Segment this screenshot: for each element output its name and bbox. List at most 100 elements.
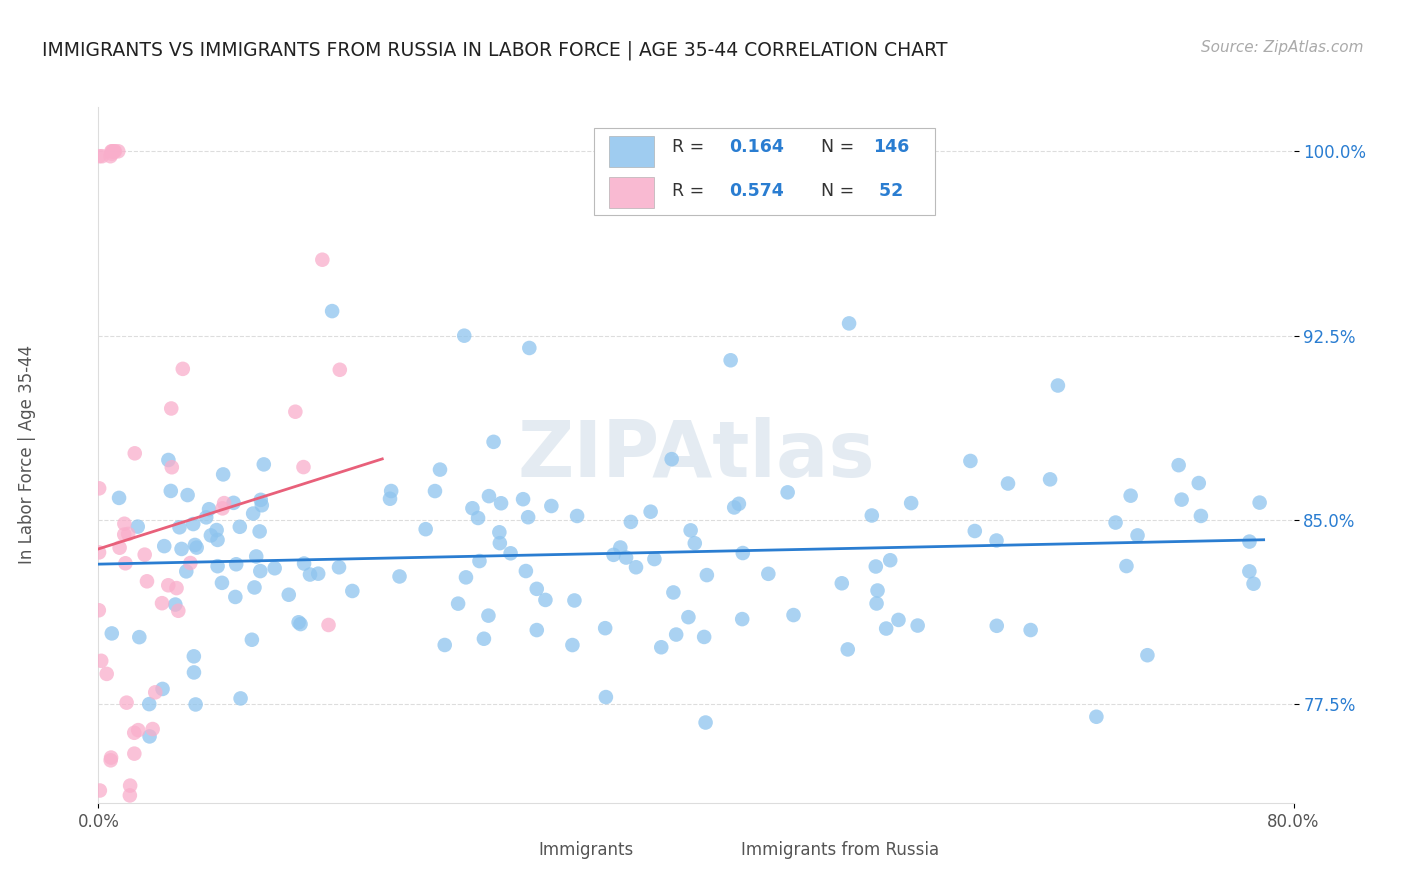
Point	[515, 564, 537, 578]
Point	[103, 145, 125, 159]
Point	[415, 522, 437, 536]
Point	[1115, 559, 1137, 574]
Point	[150, 596, 173, 610]
Point	[1046, 378, 1069, 392]
Point	[865, 559, 887, 574]
Point	[136, 574, 159, 589]
Point	[731, 546, 754, 560]
Point	[433, 638, 456, 652]
Point	[620, 515, 643, 529]
Point	[249, 492, 271, 507]
Point	[489, 536, 512, 550]
Point	[184, 698, 207, 712]
Point	[1239, 534, 1261, 549]
Point	[907, 618, 929, 632]
Point	[756, 566, 779, 581]
Point	[328, 560, 350, 574]
Point	[650, 640, 672, 655]
Point	[388, 569, 411, 583]
Text: ZIPAtlas: ZIPAtlas	[517, 417, 875, 493]
Point	[624, 560, 647, 574]
Point	[212, 496, 235, 510]
Point	[695, 715, 717, 730]
Point	[512, 492, 534, 507]
Point	[176, 488, 198, 502]
Point	[342, 584, 364, 599]
Point	[447, 597, 470, 611]
Point	[1188, 476, 1211, 491]
Text: Source: ZipAtlas.com: Source: ZipAtlas.com	[1201, 40, 1364, 55]
Point	[108, 541, 131, 555]
Point	[153, 539, 176, 553]
Point	[170, 541, 193, 556]
Point	[782, 608, 804, 623]
Point	[200, 528, 222, 542]
Point	[198, 502, 221, 516]
Point	[87, 603, 110, 617]
Point	[124, 446, 146, 460]
Point	[142, 722, 165, 736]
Point	[986, 619, 1008, 633]
Point	[423, 484, 446, 499]
Point	[122, 726, 145, 740]
Point	[89, 783, 111, 797]
Point	[1104, 516, 1126, 530]
Point	[174, 565, 197, 579]
Point	[229, 520, 252, 534]
Point	[243, 581, 266, 595]
Point	[329, 363, 352, 377]
Point	[678, 610, 700, 624]
Point	[160, 401, 183, 416]
Point	[540, 499, 562, 513]
Point	[91, 149, 114, 163]
Point	[665, 627, 688, 641]
Point	[263, 561, 285, 575]
Point	[683, 536, 706, 550]
Point	[1170, 492, 1192, 507]
Point	[94, 847, 117, 861]
Point	[643, 552, 665, 566]
Point	[696, 568, 718, 582]
Point	[157, 453, 180, 467]
Point	[1243, 576, 1265, 591]
Point	[900, 496, 922, 510]
Point	[693, 630, 716, 644]
Point	[108, 491, 131, 505]
Point	[595, 690, 617, 704]
Point	[499, 546, 522, 560]
Point	[242, 507, 264, 521]
Point	[292, 460, 315, 475]
Point	[212, 467, 235, 482]
Point	[245, 549, 267, 564]
Point	[134, 548, 156, 562]
Point	[107, 145, 129, 159]
Point	[837, 642, 859, 657]
Point	[298, 567, 321, 582]
Point	[89, 149, 111, 163]
Point	[127, 519, 149, 533]
Point	[1167, 458, 1189, 472]
Point	[959, 454, 981, 468]
Point	[114, 556, 136, 570]
Point	[321, 304, 343, 318]
Point	[963, 524, 986, 538]
Point	[89, 481, 111, 495]
Point	[183, 665, 205, 680]
Point	[1136, 648, 1159, 663]
Point	[731, 612, 754, 626]
Point	[120, 779, 142, 793]
Y-axis label: In Labor Force | Age 35-44: In Labor Force | Age 35-44	[18, 345, 37, 565]
Point	[1189, 508, 1212, 523]
Point	[152, 681, 174, 696]
Point	[662, 585, 685, 599]
Point	[561, 638, 583, 652]
Point	[477, 608, 499, 623]
Text: R =: R =	[672, 182, 710, 200]
Point	[101, 145, 124, 159]
Point	[640, 505, 662, 519]
Text: 0.574: 0.574	[730, 182, 785, 200]
Point	[96, 666, 118, 681]
Point	[157, 578, 180, 592]
Point	[1085, 710, 1108, 724]
Point	[207, 533, 229, 547]
